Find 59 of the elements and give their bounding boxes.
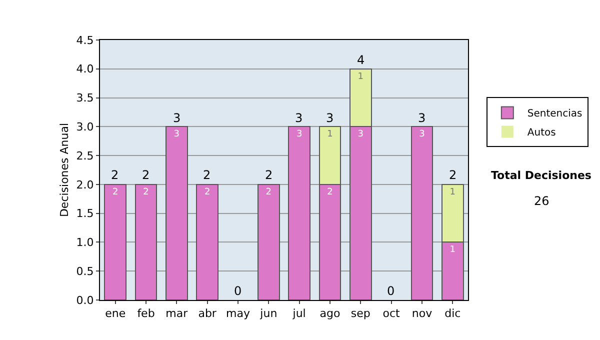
y-tick-label: 4.0 <box>76 62 94 76</box>
x-tick-label: feb <box>137 307 155 320</box>
y-axis-title: Decisiones Anual <box>58 122 71 218</box>
total-label: 3 <box>173 111 181 125</box>
data-label: 3 <box>296 130 302 140</box>
text: 26 <box>534 194 550 208</box>
legend-label: Sentencias <box>527 108 582 120</box>
data-label: 2 <box>143 187 149 198</box>
data-label: 1 <box>450 245 456 256</box>
y-tick-label: 0.0 <box>76 294 94 307</box>
y-tick-label: 4.5 <box>76 34 94 47</box>
data-label: 2 <box>204 187 210 198</box>
bar <box>104 184 127 300</box>
x-tick-label: jul <box>292 307 306 320</box>
x-tick-label: sep <box>350 307 370 320</box>
data-label: 3 <box>174 130 180 140</box>
data-label: 2 <box>327 187 333 198</box>
x-tick-label: nov <box>412 307 433 320</box>
total-label: 2 <box>203 168 211 182</box>
bar <box>196 184 219 300</box>
total-label: 2 <box>449 168 457 182</box>
y-tick-label: 1.5 <box>76 207 94 220</box>
x-tick-label: ene <box>105 307 126 320</box>
total-label: 0 <box>387 284 395 298</box>
bar <box>165 126 188 300</box>
data-label: 1 <box>450 187 456 198</box>
y-tick-label: 1.0 <box>76 236 94 250</box>
data-label: 3 <box>358 130 364 140</box>
y-tick-label: 0.5 <box>76 264 94 278</box>
data-label: 2 <box>266 187 272 198</box>
x-tick-label: jun <box>259 307 278 320</box>
total-label: 0 <box>234 284 242 298</box>
bar <box>288 126 311 300</box>
x-tick-label: may <box>226 307 250 320</box>
text: Total Decisiones <box>491 169 592 182</box>
total-label: 3 <box>295 111 303 125</box>
legend-label: Autos <box>527 128 556 139</box>
total-label: 4 <box>357 53 365 67</box>
y-tick-label: 3.5 <box>76 92 94 105</box>
total-label: 2 <box>265 168 273 182</box>
total-label: 2 <box>142 168 150 182</box>
x-tick-label: oct <box>382 307 401 320</box>
bar <box>134 184 158 300</box>
data-label: 2 <box>112 187 118 198</box>
total-label: 2 <box>111 168 119 182</box>
data-label: 1 <box>358 72 364 82</box>
bar <box>410 126 434 300</box>
y-tick-label: 2.0 <box>76 178 94 192</box>
x-tick-label: mar <box>166 307 188 320</box>
y-tick-label: 3.0 <box>76 120 94 134</box>
x-tick-label: abr <box>198 307 217 320</box>
total-label: 3 <box>326 111 334 125</box>
data-label: 3 <box>419 130 425 140</box>
data-label: 1 <box>327 130 333 140</box>
y-tick-label: 2.5 <box>76 149 94 162</box>
x-tick-label: dic <box>444 307 461 320</box>
x-tick-label: ago <box>320 307 340 320</box>
total-label: 3 <box>418 111 426 125</box>
bar <box>257 184 280 300</box>
